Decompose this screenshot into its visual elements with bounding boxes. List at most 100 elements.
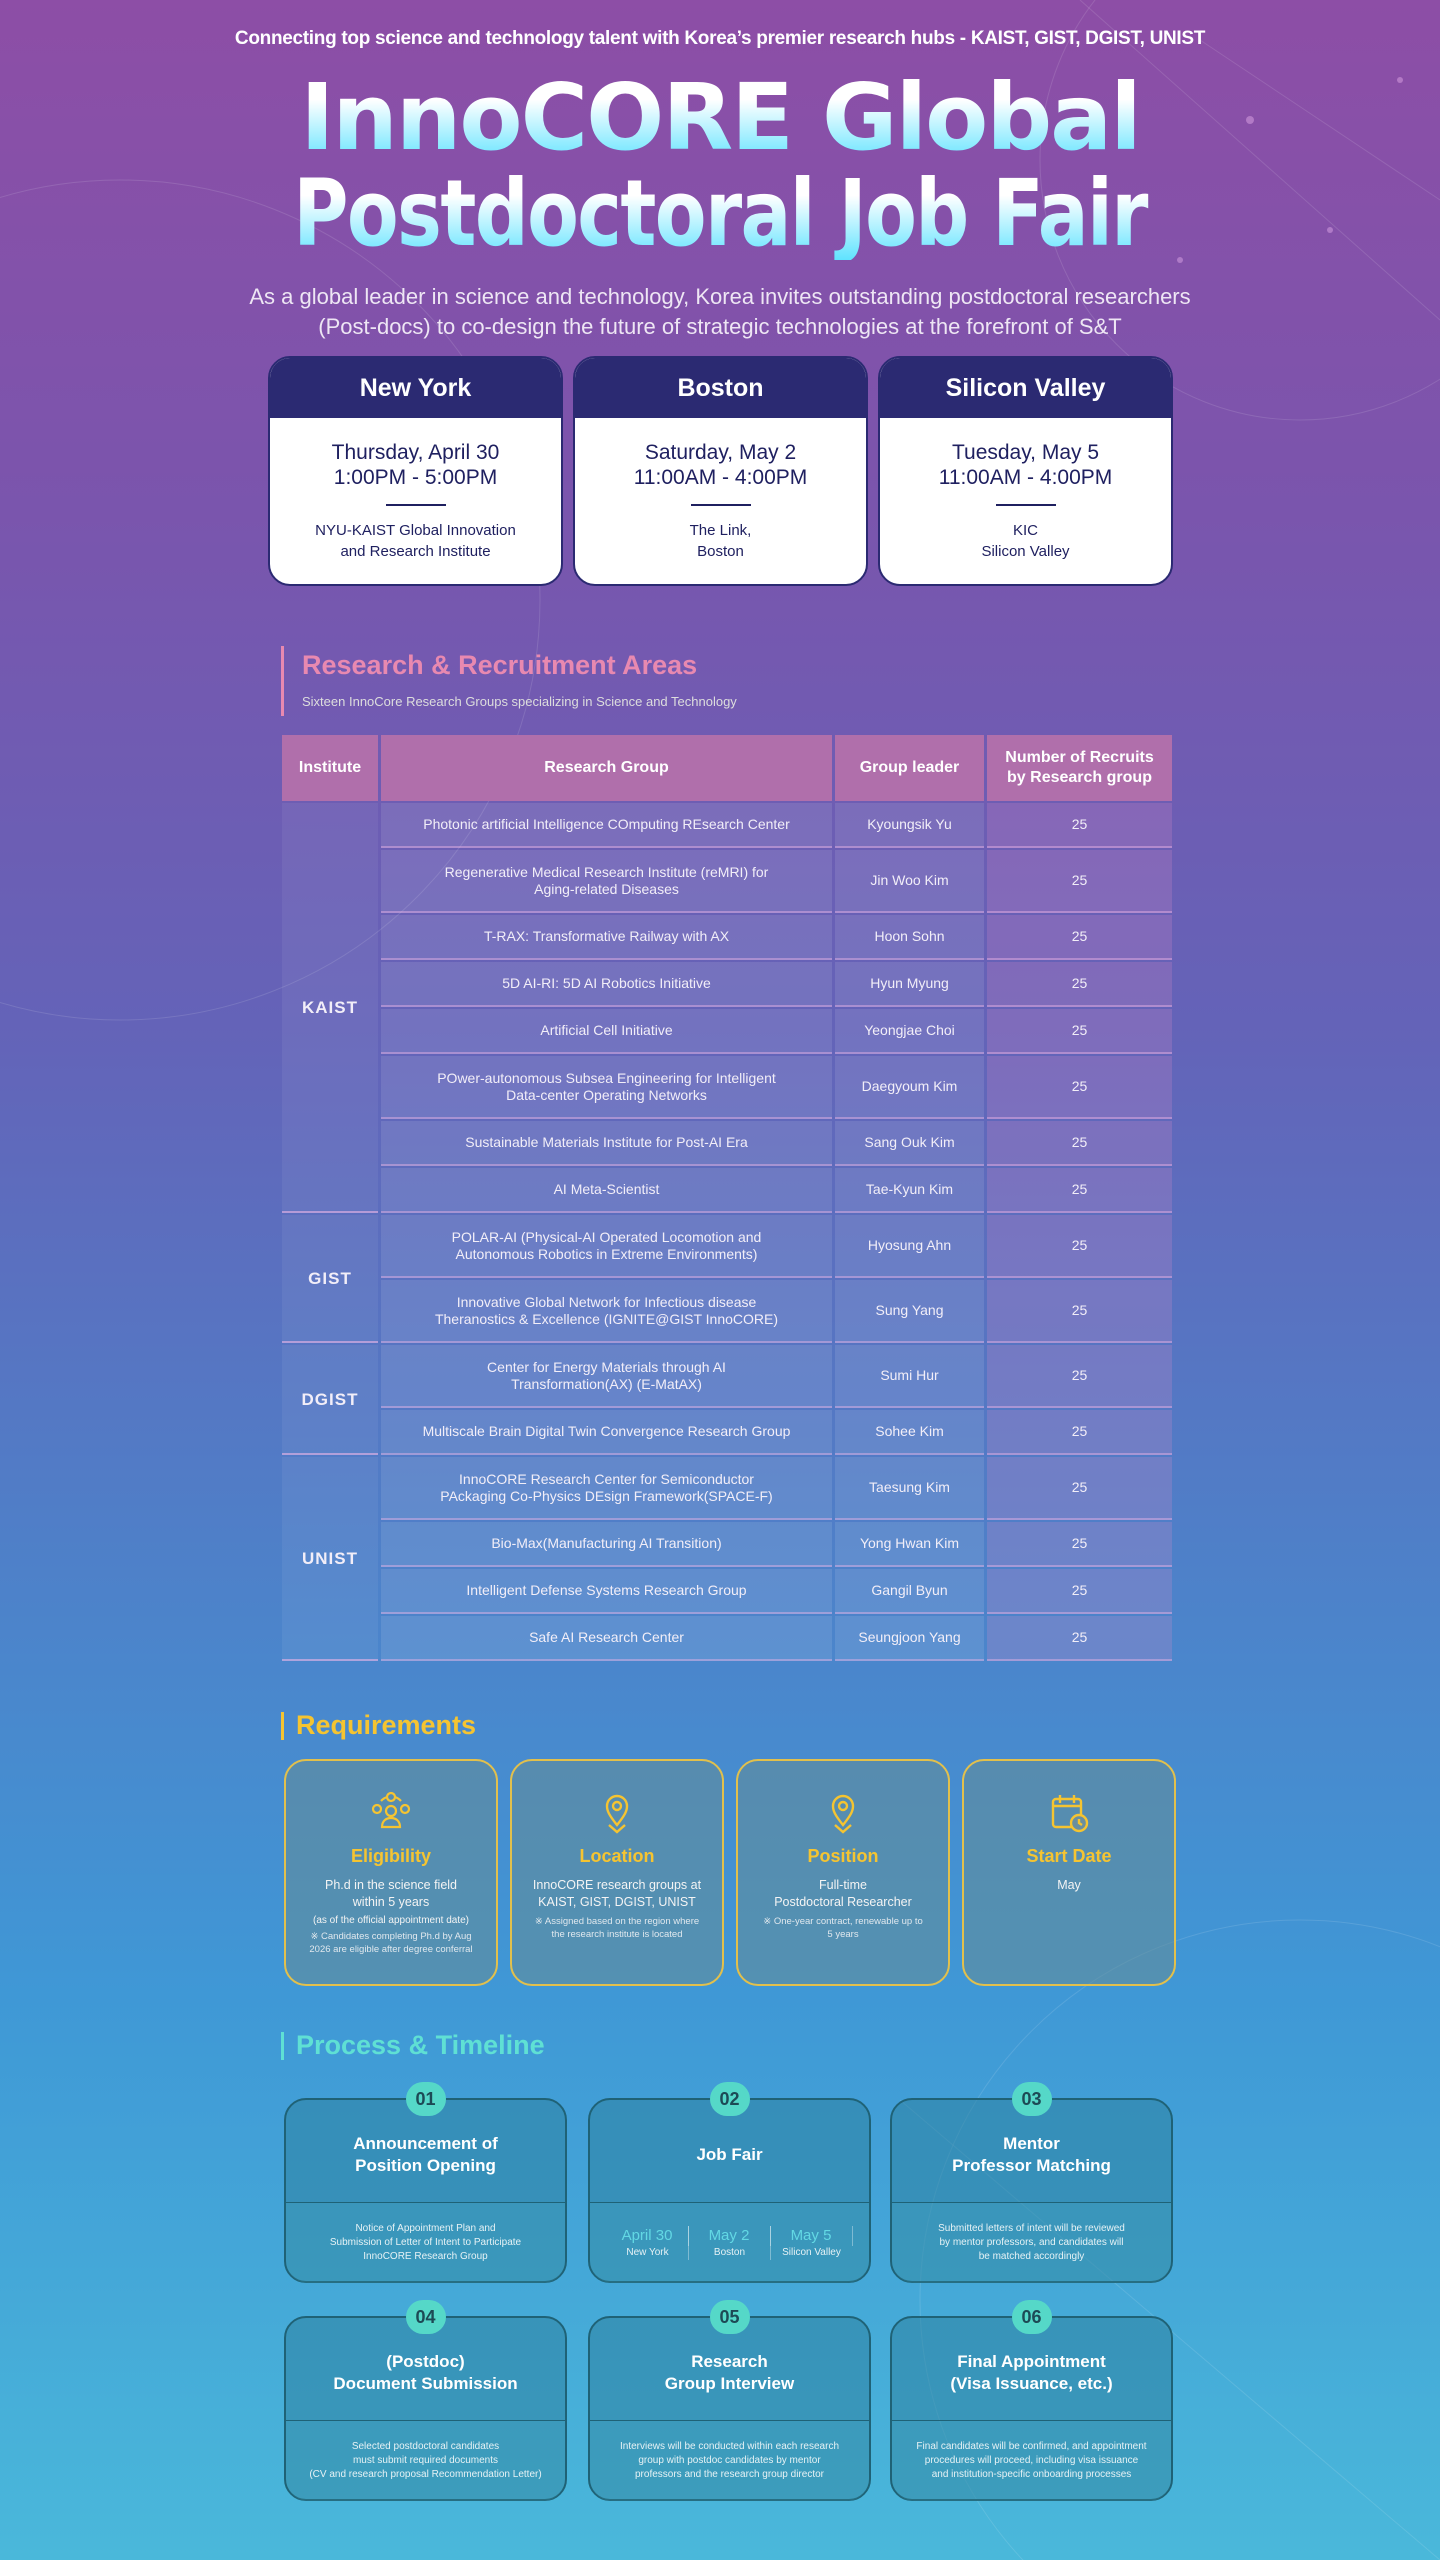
recruit-count-cell: 25: [987, 1345, 1172, 1408]
venue-place: KIC: [1012, 522, 1038, 539]
recruit-count-cell: 25: [987, 1215, 1172, 1278]
requirement-card: Position Full-time Postdoctoral Researche…: [736, 1759, 950, 1986]
recruit-count-cell: 25: [987, 1168, 1172, 1213]
step-title: Position Opening: [355, 2156, 496, 2175]
group-leader-cell: Hyun Myung: [835, 962, 984, 1007]
table-row: POwer-autonomous Subsea Engineering for …: [282, 1056, 1172, 1119]
step-title: Group Interview: [664, 2374, 795, 2393]
step-title: Job Fair: [696, 2145, 763, 2164]
research-group-cell: AI Meta-Scientist: [381, 1168, 832, 1213]
step-description: and institution-specific onboarding proc…: [931, 2469, 1132, 2480]
research-group-name: Safe AI Research Center: [529, 1629, 684, 1645]
section-accent-bar: [281, 646, 284, 716]
group-leader-cell: Tae-Kyun Kim: [835, 1168, 984, 1213]
research-group-name: T-RAX: Transformative Railway with AX: [483, 928, 730, 944]
table-row: Regenerative Medical Research Institute …: [282, 850, 1172, 913]
fair-city: Boston: [713, 2247, 746, 2258]
fair-date: April 30: [607, 2226, 689, 2246]
step-description: must submit required documents: [352, 2455, 499, 2466]
research-group-cell: InnoCORE Research Center for Semiconduct…: [381, 1457, 832, 1520]
calendar-clock-icon: [1047, 1795, 1091, 1839]
step-description: Submitted letters of intent will be revi…: [938, 2223, 1125, 2234]
research-section-subtitle: Sixteen InnoCore Research Groups special…: [302, 694, 737, 709]
step-description: Selected postdoctoral candidates: [351, 2441, 500, 2452]
venue-place: NYU-KAIST Global Innovation: [315, 522, 516, 539]
group-leader-cell: Hyosung Ahn: [835, 1215, 984, 1278]
recruit-count-cell: 25: [987, 1616, 1172, 1661]
research-group-cell: Sustainable Materials Institute for Post…: [381, 1121, 832, 1166]
step-description: by mentor professors, and candidates wil…: [939, 2237, 1124, 2248]
requirement-text: Postdoctoral Researcher: [774, 1895, 912, 1909]
institute-logo: DGIST: [282, 1345, 378, 1455]
research-group-name: Intelligent Defense Systems Research Gro…: [466, 1582, 747, 1598]
research-group-cell: Photonic artificial Intelligence COmputi…: [381, 803, 832, 848]
group-leader-cell: Seungjoon Yang: [835, 1616, 984, 1661]
research-group-cell: Intelligent Defense Systems Research Gro…: [381, 1569, 832, 1614]
location-pin-icon: [595, 1794, 639, 1839]
research-group-cell: Bio-Max(Manufacturing AI Transition): [381, 1522, 832, 1567]
research-group-name: Artificial Cell Initiative: [540, 1022, 673, 1038]
table-row: Artificial Cell Initiative Yeongjae Choi…: [282, 1009, 1172, 1054]
process-step-card: 04 (Postdoc) Document Submission Selected…: [284, 2300, 567, 2501]
job-fair-dates: April 30 New York May 2 Boston May 5 Silicon …: [590, 2226, 869, 2260]
research-group-name: Innovative Global Network for Infectious…: [434, 1293, 779, 1327]
recruit-count-cell: 25: [987, 803, 1172, 848]
fair-date: May 5: [771, 2226, 853, 2246]
recruit-count-cell: 25: [987, 1569, 1172, 1614]
institute-logo: KAIST: [282, 803, 378, 1213]
recruit-count-cell: 25: [987, 962, 1172, 1007]
table-row: Sustainable Materials Institute for Post…: [282, 1121, 1172, 1166]
group-leader-cell: Jin Woo Kim: [835, 850, 984, 913]
group-leader-cell: Sumi Hur: [835, 1345, 984, 1408]
step-title: Document Submission: [333, 2374, 518, 2393]
requirement-note: (as of the official appointment date): [312, 1915, 470, 1926]
column-header: Institute: [282, 735, 378, 801]
table-row: Bio-Max(Manufacturing AI Transition) Yon…: [282, 1522, 1172, 1567]
group-leader-cell: Taesung Kim: [835, 1457, 984, 1520]
requirement-card: Eligibility Ph.d in the science field wit…: [284, 1759, 498, 1986]
venue-place: The Link,: [689, 522, 752, 539]
fair-city: New York: [626, 2247, 669, 2258]
step-title: Research: [691, 2352, 768, 2371]
process-section-title: Process & Timeline: [296, 2030, 545, 2060]
recruit-count-cell: 25: [987, 1009, 1172, 1054]
table-row: 5D AI-RI: 5D AI Robotics Initiative Hyun…: [282, 962, 1172, 1007]
recruit-count-cell: 25: [987, 1121, 1172, 1166]
group-leader-cell: Daegyoum Kim: [835, 1056, 984, 1119]
research-group-cell: POwer-autonomous Subsea Engineering for …: [381, 1056, 832, 1119]
step-title: Mentor: [1003, 2134, 1060, 2153]
recruit-count-cell: 25: [987, 1522, 1172, 1567]
table-row: T-RAX: Transformative Railway with AX Ho…: [282, 915, 1172, 960]
research-groups-table: Institute Research Group Group leader Nu…: [279, 733, 1175, 1663]
requirement-text: Ph.d in the science field: [324, 1878, 458, 1892]
venue-time: 1:00PM - 5:00PM: [333, 466, 498, 489]
step-title: Professor Matching: [952, 2156, 1111, 2175]
recruit-count-cell: 25: [987, 850, 1172, 913]
step-number-badge: 04: [405, 2300, 446, 2334]
institute-logo: UNIST: [282, 1457, 378, 1661]
research-group-cell: Regenerative Medical Research Institute …: [381, 850, 832, 913]
step-description: (CV and research proposal Recommendation…: [309, 2469, 542, 2480]
divider: [995, 504, 1056, 506]
venue-place: and Research Institute: [340, 543, 491, 560]
group-leader-cell: Kyoungsik Yu: [835, 803, 984, 848]
venue-date: Thursday, April 30: [331, 441, 500, 464]
research-group-cell: Safe AI Research Center: [381, 1616, 832, 1661]
step-title: (Postdoc): [386, 2352, 465, 2371]
step-title: (Visa Issuance, etc.): [950, 2374, 1113, 2393]
intro-text: As a global leader in science and techno…: [0, 282, 1440, 342]
step-description: Interviews will be conducted within each…: [620, 2441, 839, 2452]
step-number-badge: 03: [1011, 2082, 1052, 2116]
research-group-name: Bio-Max(Manufacturing AI Transition): [491, 1535, 722, 1551]
venue-date: Saturday, May 2: [644, 441, 797, 464]
table-row: AI Meta-Scientist Tae-Kyun Kim 25: [282, 1168, 1172, 1213]
research-group-cell: Multiscale Brain Digital Twin Convergenc…: [381, 1410, 832, 1455]
venue-card: Boston Saturday, May 2 11:00AM - 4:00PM T…: [573, 356, 868, 586]
research-group-cell: Artificial Cell Initiative: [381, 1009, 832, 1054]
requirement-text: May: [1057, 1878, 1081, 1892]
requirement-text: InnoCORE research groups at: [532, 1878, 702, 1892]
step-description: Notice of Appointment Plan and: [355, 2223, 496, 2234]
research-group-name: Regenerative Medical Research Institute …: [444, 863, 769, 897]
step-number-badge: 02: [709, 2082, 750, 2116]
requirement-text: within 5 years: [352, 1895, 430, 1909]
